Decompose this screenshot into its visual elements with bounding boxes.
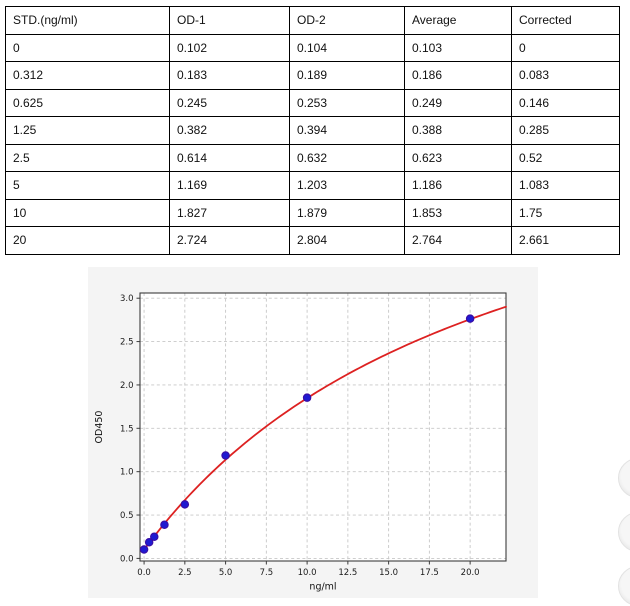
column-header: OD-2 xyxy=(289,6,405,35)
od-value-cell: 2.764 xyxy=(404,226,512,255)
std-concentration-cell: 0.625 xyxy=(5,88,170,117)
std-concentration-cell: 2.5 xyxy=(5,143,170,172)
std-concentration-cell: 10 xyxy=(5,198,170,227)
y-tick-label: 0.5 xyxy=(120,511,134,521)
od-value-cell: 1.203 xyxy=(289,171,405,200)
od-value-cell: 1.083 xyxy=(511,171,620,200)
x-tick-label: 20.0 xyxy=(461,568,480,578)
table-header-row: STD.(ng/ml) OD-1 OD-2 Average Corrected xyxy=(5,6,620,35)
od-value-cell: 0.632 xyxy=(289,143,405,172)
od-value-cell: 0.285 xyxy=(511,116,620,145)
data-point xyxy=(150,532,159,542)
standard-curve-chart: 0.0 2.5 5.0 7.5 10.0 12.5 15.0 17.5 20.0 0.0 0.5 1.… xyxy=(94,292,507,593)
y-tick-label: 1.5 xyxy=(120,424,134,434)
side-widget-button[interactable] xyxy=(618,566,630,606)
od-value-cell: 0.146 xyxy=(511,88,620,117)
od-value-cell: 1.75 xyxy=(511,198,620,227)
std-concentration-cell: 0 xyxy=(5,33,170,62)
column-header: Corrected xyxy=(511,6,620,35)
od-value-cell: 0.189 xyxy=(289,61,405,90)
od-value-cell: 2.804 xyxy=(289,226,405,255)
x-tick-label: 15.0 xyxy=(379,568,398,578)
od-value-cell: 0.186 xyxy=(404,61,512,90)
y-tick-label: 2.5 xyxy=(120,338,134,348)
data-point xyxy=(160,520,169,529)
data-point xyxy=(465,314,475,323)
od-value-cell: 1.169 xyxy=(169,171,290,200)
table-row: 2.5 0.614 0.632 0.623 0.52 xyxy=(5,143,620,172)
od-value-cell: 2.661 xyxy=(511,226,620,255)
table-row: 10 1.827 1.879 1.853 1.75 xyxy=(5,198,620,227)
column-header: Average xyxy=(404,6,512,35)
od-value-cell: 0.103 xyxy=(404,33,512,62)
data-point xyxy=(139,545,149,554)
od-value-cell: 0.249 xyxy=(404,88,512,117)
od-value-cell: 0.394 xyxy=(289,116,405,145)
std-concentration-cell: 0.312 xyxy=(5,61,170,90)
column-header: STD.(ng/ml) xyxy=(5,6,170,35)
y-tick-label: 3.0 xyxy=(120,294,134,304)
x-tick-label: 7.5 xyxy=(260,568,274,578)
table-row: 0.312 0.183 0.189 0.186 0.083 xyxy=(5,61,620,90)
table-row: 1.25 0.382 0.394 0.388 0.285 xyxy=(5,116,620,145)
std-concentration-cell: 1.25 xyxy=(5,116,170,145)
table-row: 0.625 0.245 0.253 0.249 0.146 xyxy=(5,88,620,117)
od-value-cell: 0 xyxy=(511,33,620,62)
od-value-cell: 1.186 xyxy=(404,171,512,200)
table-row: 5 1.169 1.203 1.186 1.083 xyxy=(5,171,620,200)
y-tick-label: 0.0 xyxy=(120,554,134,564)
data-point xyxy=(221,451,230,460)
side-widget-button[interactable] xyxy=(618,512,630,552)
y-tick-label: 1.0 xyxy=(120,468,134,478)
od-value-cell: 0.623 xyxy=(404,143,512,172)
od-value-cell: 0.183 xyxy=(169,61,290,90)
x-tick-label: 12.5 xyxy=(338,568,357,578)
od-value-cell: 0.382 xyxy=(169,116,290,145)
od-value-cell: 2.724 xyxy=(169,226,290,255)
standards-table: STD.(ng/ml) OD-1 OD-2 Average Corrected 0 0.1… xyxy=(5,6,620,255)
y-tick-label: 2.0 xyxy=(120,381,134,391)
od-value-cell: 0.253 xyxy=(289,88,405,117)
column-header: OD-1 xyxy=(169,6,290,35)
data-point xyxy=(302,393,312,402)
table-row: 20 2.724 2.804 2.764 2.661 xyxy=(5,226,620,255)
std-concentration-cell: 20 xyxy=(5,226,170,255)
od-value-cell: 0.614 xyxy=(169,143,290,172)
side-widget-button[interactable] xyxy=(618,458,630,498)
x-axis-label: ng/ml xyxy=(309,582,336,593)
od-value-cell: 0.102 xyxy=(169,33,290,62)
x-tick-label: 10.0 xyxy=(298,568,317,578)
od-value-cell: 0.083 xyxy=(511,61,620,90)
x-tick-label: 5.0 xyxy=(219,568,233,578)
standard-curve-figure: 0.0 2.5 5.0 7.5 10.0 12.5 15.0 17.5 20.0 0.0 0.5 1.… xyxy=(88,267,538,598)
data-point xyxy=(144,538,154,547)
od-value-cell: 0.245 xyxy=(169,88,290,117)
od-value-cell: 1.879 xyxy=(289,198,405,227)
x-tick-label: 2.5 xyxy=(178,568,192,578)
od-value-cell: 0.388 xyxy=(404,116,512,145)
table-row: 0 0.102 0.104 0.103 0 xyxy=(5,33,620,62)
axes-frame xyxy=(139,292,507,562)
std-concentration-cell: 5 xyxy=(5,171,170,200)
y-axis-label: OD450 xyxy=(94,411,105,444)
od-value-cell: 0.104 xyxy=(289,33,405,62)
fit-curve xyxy=(143,305,507,551)
od-value-cell: 1.827 xyxy=(169,198,290,227)
plot-area xyxy=(140,293,506,561)
data-point xyxy=(180,500,190,509)
od-value-cell: 0.52 xyxy=(511,143,620,172)
x-tick-label: 0.0 xyxy=(137,568,151,578)
x-tick-label: 17.5 xyxy=(420,568,439,578)
od-value-cell: 1.853 xyxy=(404,198,512,227)
